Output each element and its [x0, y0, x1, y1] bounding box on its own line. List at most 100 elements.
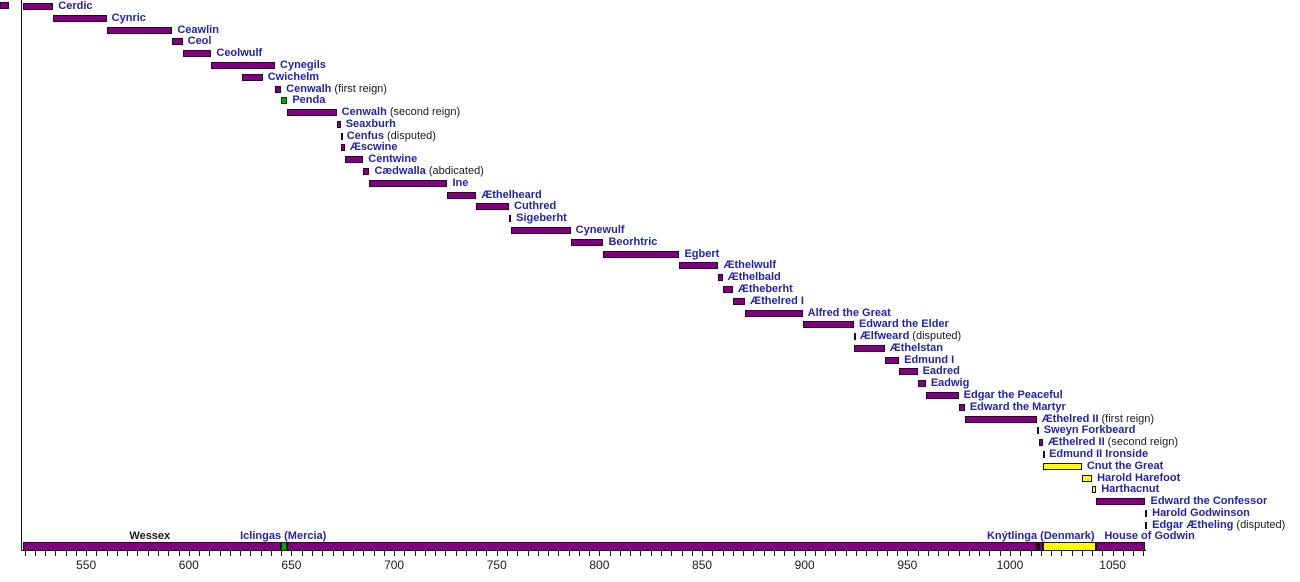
reign-label: Beorhtric — [608, 235, 658, 248]
reign-label: Harold Godwinson — [1152, 507, 1250, 519]
axis-tick — [424, 551, 426, 556]
axis-tick — [691, 551, 693, 556]
reign-bar — [336, 120, 341, 128]
reign-name: Cuthred — [514, 200, 557, 213]
reign-note: (disputed) — [912, 330, 962, 343]
reign-bar — [853, 344, 885, 352]
axis-year-label: 1050 — [1099, 558, 1126, 572]
reign-bar — [718, 274, 723, 282]
axis-tick — [178, 551, 180, 556]
reign-bar — [570, 238, 604, 246]
axis-tick — [537, 551, 539, 556]
reign-bar — [340, 144, 345, 152]
reign-name: Cenwalh — [341, 106, 387, 119]
axis-tick — [999, 551, 1001, 556]
reign-bar — [182, 50, 212, 58]
reign-bar — [732, 297, 746, 305]
reign-bar — [369, 179, 448, 187]
reign-label: Ceolwulf — [216, 48, 262, 59]
reign-label: Edward the Martyr — [970, 401, 1066, 413]
dynasty-label: Knýtlinga (Denmark) — [986, 530, 1095, 542]
axis-tick — [1081, 551, 1083, 556]
axis-tick — [1071, 551, 1073, 556]
axis-tick — [455, 551, 457, 556]
axis-tick — [1133, 551, 1135, 556]
reign-name: Eadwig — [930, 377, 970, 390]
reign-label: Ætheberht — [738, 283, 793, 295]
axis-tick — [322, 551, 324, 556]
axis-tick — [876, 551, 878, 556]
axis-tick — [404, 551, 406, 556]
reign-bar — [1145, 521, 1148, 529]
reign-label: Penda — [292, 95, 325, 106]
reign-name: Æthelheard — [481, 188, 542, 201]
reign-name: Æscwine — [349, 141, 398, 154]
reign-label: Eadwig — [931, 378, 970, 389]
reign-label: Cynewulf — [576, 225, 625, 236]
reign-bar — [106, 26, 173, 34]
axis-tick — [291, 551, 293, 556]
axis-tick — [486, 551, 488, 556]
dynasty-label: House of Godwin — [1104, 530, 1195, 542]
axis-tick — [65, 551, 67, 556]
reign-name: Beorhtric — [608, 235, 658, 248]
reign-name: Cædwalla — [374, 165, 426, 178]
reign-label: Edgar the Peaceful — [964, 390, 1063, 401]
axis-tick — [353, 551, 355, 556]
reign-name: Cynewulf — [575, 224, 625, 236]
axis-tick — [856, 551, 858, 556]
axis-tick — [260, 551, 262, 556]
reign-bar — [363, 168, 370, 176]
reign-label: Harold Harefoot — [1097, 472, 1180, 484]
axis-tick — [568, 551, 570, 556]
reign-bar — [1096, 498, 1146, 506]
reign-bar — [802, 321, 854, 329]
axis-tick — [989, 551, 991, 556]
axis-tick — [465, 551, 467, 556]
reign-bar — [679, 262, 719, 270]
reign-note: (disputed) — [387, 129, 436, 142]
axis-tick — [229, 551, 231, 556]
reign-bar — [884, 356, 900, 364]
reign-bar — [1081, 474, 1093, 482]
reign-label: Edward the Confessor — [1150, 496, 1267, 507]
reign-label: Æthelred II (first reign) — [1042, 413, 1154, 425]
axis-tick — [763, 551, 765, 556]
reign-label: Seaxburh — [346, 118, 396, 130]
reign-label: Edmund II Ironside — [1049, 449, 1148, 460]
axis-tick — [897, 551, 899, 556]
axis-tick — [1009, 551, 1011, 556]
axis-tick — [127, 551, 129, 556]
reign-label: Cerdic — [58, 1, 92, 12]
reign-name: Cnut the Great — [1086, 459, 1164, 472]
axis-tick — [342, 551, 344, 556]
axis-year-label: 550 — [76, 558, 97, 572]
reign-name: Cynric — [111, 11, 146, 24]
axis-tick — [1051, 551, 1053, 556]
reign-bar — [281, 97, 288, 105]
axis-tick — [948, 551, 950, 556]
reign-label: Cædwalla (abdicated) — [374, 166, 483, 177]
reign-bar — [1036, 427, 1039, 435]
reign-bar — [509, 215, 512, 223]
reign-label: Cynric — [111, 11, 146, 24]
axis-tick — [681, 551, 683, 556]
axis-tick — [270, 551, 272, 556]
axis-tick — [835, 551, 837, 556]
axis-year-label: 700 — [384, 558, 405, 572]
axis-tick — [240, 551, 242, 556]
reign-name: Sigeberht — [516, 212, 567, 225]
axis-tick — [373, 551, 375, 556]
reign-bar — [344, 156, 364, 164]
axis-tick — [958, 551, 960, 556]
reign-label: Edmund I — [904, 354, 954, 366]
reign-bar — [275, 85, 282, 93]
reign-bar — [603, 250, 680, 258]
axis-tick — [886, 551, 888, 556]
axis-tick — [640, 551, 642, 556]
reign-note: (first reign) — [334, 82, 387, 95]
axis-tick — [732, 551, 734, 556]
reign-name: Edward the Confessor — [1150, 495, 1268, 508]
reign-name: Ceolwulf — [216, 47, 263, 60]
reign-label: Cwichelm — [268, 71, 319, 83]
